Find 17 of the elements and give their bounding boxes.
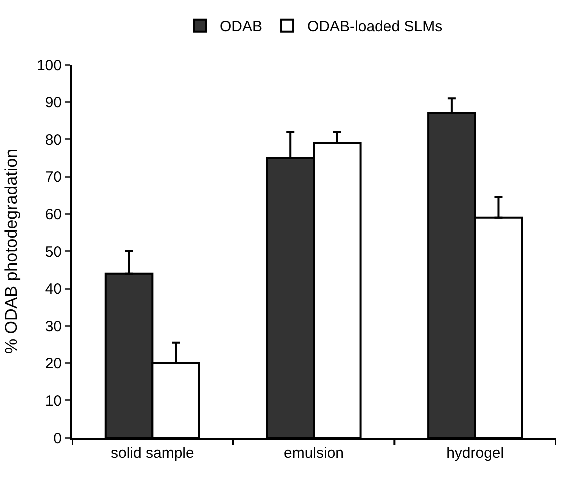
x-tick-label: hydrogel xyxy=(446,445,504,462)
y-tick-label: 100 xyxy=(36,57,62,74)
y-tick-label: 20 xyxy=(45,356,62,373)
y-tick-label: 90 xyxy=(45,94,62,112)
y-tick-label: 10 xyxy=(45,392,62,410)
x-tick-label: solid sample xyxy=(110,445,194,462)
y-tick-label: 60 xyxy=(45,206,62,224)
y-tick-label: 50 xyxy=(45,244,62,261)
y-tick-label: 70 xyxy=(45,169,62,186)
y-axis-title: % ODAB photodegradation xyxy=(2,148,22,354)
y-tick-label: 80 xyxy=(45,132,62,149)
legend-label: ODAB xyxy=(220,18,263,36)
y-tick-label: 40 xyxy=(45,281,62,298)
x-tick-label: emulsion xyxy=(284,445,344,462)
y-tick-label: 30 xyxy=(45,318,62,336)
legend-label: ODAB-loaded SLMs xyxy=(308,18,443,36)
y-tick-label: 0 xyxy=(54,430,62,448)
